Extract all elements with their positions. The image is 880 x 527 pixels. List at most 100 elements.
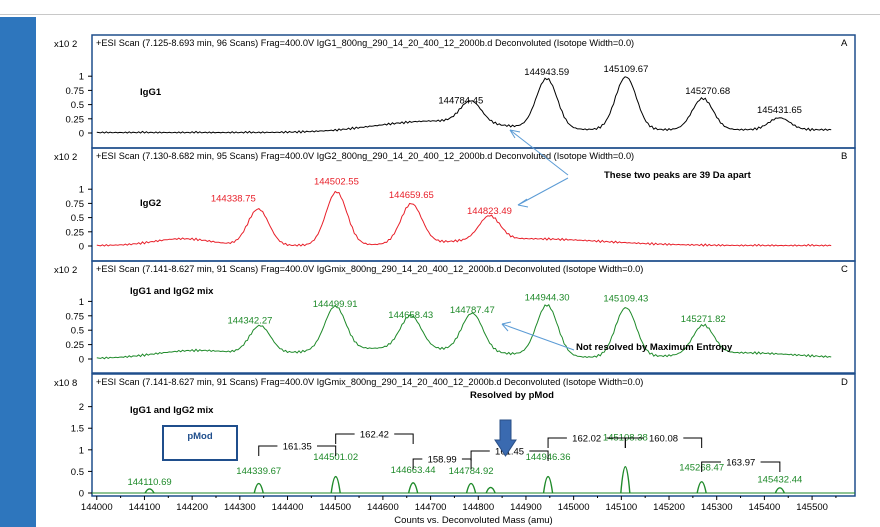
x-tick-label: 144300 (224, 502, 256, 513)
y-tick-label: 0.5 (71, 100, 84, 111)
peak-label: 145271.82 (681, 314, 726, 325)
panel-frame (91, 373, 856, 497)
peak-stick (465, 482, 477, 494)
peak-label: 145431.65 (757, 105, 802, 116)
peak-label: 144659.65 (389, 190, 434, 201)
spacing-label: 162.02 (572, 434, 601, 445)
x-tick-label: 145200 (653, 502, 685, 513)
down-arrow-icon (494, 419, 517, 457)
peak-stick (774, 487, 786, 494)
spacing-bracket (335, 433, 414, 444)
y-tick-label: 0 (79, 355, 84, 366)
peak-label: 144787.47 (450, 305, 495, 316)
panel-frame (91, 34, 856, 149)
y-tick-label: 0 (79, 129, 84, 140)
panel-letter: A (841, 38, 848, 49)
panel-letter: C (841, 264, 848, 275)
spectrum-panel-a: +ESI Scan (7.125-8.693 min, 96 Scans) Fr… (54, 34, 856, 149)
peak-label: 144823.49 (467, 206, 512, 217)
peak-label: 144342.27 (228, 315, 273, 326)
y-tick-label: 0.75 (66, 311, 85, 322)
peak-label: 144501.02 (313, 452, 358, 463)
y-multiplier: x10 2 (54, 39, 77, 50)
peak-stick (144, 488, 155, 494)
spectrum-line (96, 190, 832, 247)
y-tick-label: 1.5 (71, 424, 84, 435)
peak-label: 145432.44 (757, 475, 802, 486)
y-tick-label: 2 (79, 402, 84, 413)
y-multiplier: x10 2 (54, 152, 77, 163)
scan-header: +ESI Scan (7.141-8.627 min, 91 Scans) Fr… (96, 264, 643, 274)
peak-label: 144663.44 (391, 465, 436, 476)
spacing-label: 160.08 (649, 434, 678, 445)
y-tick-label: 0.25 (66, 340, 85, 351)
peak-stick (330, 475, 341, 494)
x-tick-label: 144200 (176, 502, 208, 513)
pmod-box-label: pMod (187, 431, 213, 442)
sample-label: IgG1 and IgG2 mix (130, 286, 214, 297)
x-tick-label: 144700 (415, 502, 447, 513)
y-tick-label: 0.5 (71, 326, 84, 337)
peak-label: 144658.43 (388, 310, 433, 321)
x-tick-label: 144900 (510, 502, 542, 513)
x-tick-label: 144800 (462, 502, 494, 513)
spacing-label: 162.42 (360, 430, 389, 441)
y-tick-label: 0.25 (66, 114, 85, 125)
peak-label: 144944.30 (525, 292, 570, 303)
scan-header: +ESI Scan (7.130-8.682 min, 95 Scans) Fr… (96, 151, 634, 161)
peak-label: 144784.92 (449, 466, 494, 477)
y-tick-label: 1 (79, 445, 84, 456)
spectrum-panel-d: +ESI Scan (7.141-8.627 min, 91 Scans) Fr… (54, 373, 856, 500)
spacing-bracket (701, 461, 781, 472)
pmod-box (162, 425, 238, 461)
pointer-arrow-to-a (509, 129, 569, 176)
peak-stick (407, 482, 419, 494)
peak-label: 144339.67 (236, 466, 281, 477)
peak-label: 144499.91 (313, 299, 358, 310)
y-tick-label: 0 (79, 242, 84, 253)
x-tick-label: 144500 (319, 502, 351, 513)
peak-label: 145270.68 (685, 86, 730, 97)
x-tick-label: 145100 (605, 502, 637, 513)
x-tick-label: 145300 (701, 502, 733, 513)
panel-frame (91, 260, 856, 374)
spectrum-line (96, 76, 832, 134)
spacing-bracket (470, 450, 549, 461)
arrowhead-c (501, 321, 512, 332)
arrowhead-a (509, 129, 521, 139)
spectrum-line (96, 304, 832, 360)
spacing-label: 158.99 (428, 455, 457, 466)
y-tick-label: 1 (79, 72, 84, 83)
panel-frame (91, 147, 856, 262)
y-tick-label: 0.75 (66, 199, 85, 210)
peak-label: 145109.43 (603, 293, 648, 304)
peak-stick (542, 475, 554, 494)
peak-stick (696, 481, 707, 494)
panel-letter: D (841, 377, 848, 388)
pointer-arrow-to-b (517, 177, 569, 206)
x-axis-title: Counts vs. Deconvoluted Mass (amu) (394, 515, 552, 526)
peak-label: 145109.67 (603, 64, 648, 75)
scan-header: +ESI Scan (7.125-8.693 min, 96 Scans) Fr… (96, 38, 634, 48)
panel-letter: B (841, 151, 847, 162)
spectrum-panel-c: +ESI Scan (7.141-8.627 min, 91 Scans) Fr… (54, 260, 856, 374)
spacing-label: 161.35 (283, 442, 312, 453)
x-tick-label: 144100 (129, 502, 161, 513)
x-tick-label: 145500 (796, 502, 828, 513)
sample-label: IgG2 (140, 198, 161, 209)
y-multiplier: x10 2 (54, 265, 77, 276)
y-multiplier: x10 8 (54, 378, 77, 389)
slide-sidebar-bar (0, 17, 36, 527)
panel-subtitle: Resolved by pMod (470, 390, 554, 401)
y-tick-label: 0 (79, 489, 84, 500)
scan-header: +ESI Scan (7.141-8.627 min, 91 Scans) Fr… (96, 377, 643, 387)
x-tick-label: 145400 (749, 502, 781, 513)
peak-stick (485, 486, 496, 494)
peak-stick (253, 482, 264, 494)
peak-label: 144502.55 (314, 177, 359, 188)
x-tick-label: 145000 (558, 502, 590, 513)
peak-stick (620, 466, 631, 494)
y-tick-label: 0.5 (71, 213, 84, 224)
peak-label: 144338.75 (211, 194, 256, 205)
